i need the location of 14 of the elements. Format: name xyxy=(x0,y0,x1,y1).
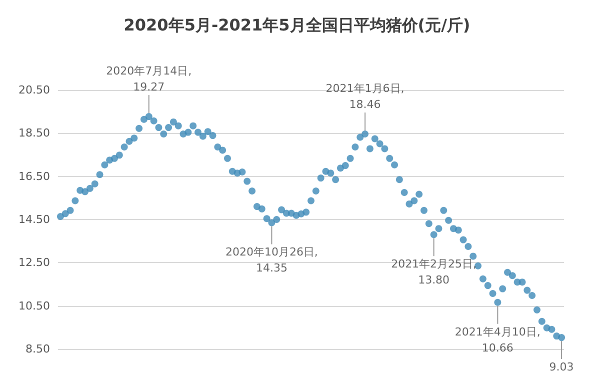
annotation: 2020年7月14日, 19.27 xyxy=(106,64,192,94)
annotation: 9.03 xyxy=(549,360,574,374)
y-tick-label: 12.50 xyxy=(18,256,50,270)
y-tick-label: 20.50 xyxy=(18,84,50,96)
annotation: 2021年2月25日, 13.80 xyxy=(391,258,477,287)
y-tick-label: 18.50 xyxy=(18,126,50,140)
annotation: 2021年1月6日, 18.46 xyxy=(326,82,404,112)
annotation: 2020年10月26日, 14.35 xyxy=(225,246,318,275)
chart-title: 2020年5月-2021年5月全国日平均猪价(元/斤) xyxy=(124,16,470,34)
y-tick-label: 10.50 xyxy=(18,299,50,312)
annotation: 2021年4月10日, 10.66 xyxy=(454,325,540,354)
y-tick-label: 16.50 xyxy=(18,170,50,183)
y-tick-label: 14.50 xyxy=(18,213,50,226)
y-tick-label: 8.50 xyxy=(26,342,50,356)
